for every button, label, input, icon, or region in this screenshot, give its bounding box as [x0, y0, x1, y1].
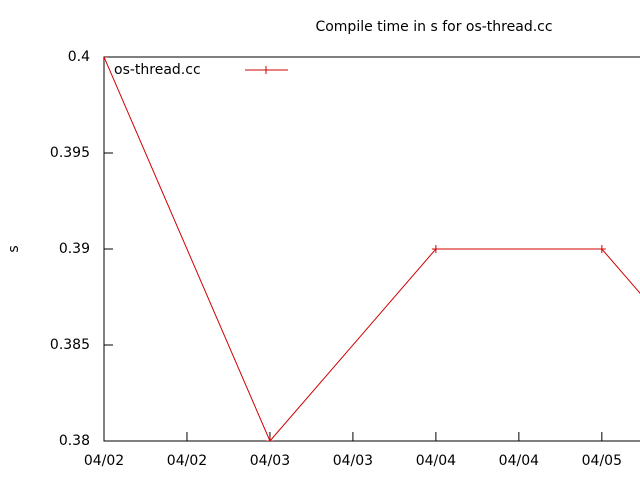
y-tick-label: 0.395	[50, 145, 90, 161]
x-tick-label: 04/03	[333, 453, 373, 469]
data-point	[265, 437, 274, 441]
legend-marker	[262, 66, 270, 74]
y-tick-label: 0.38	[59, 433, 90, 449]
x-tick-label: 04/05	[582, 453, 622, 469]
series-line	[104, 57, 640, 441]
x-tick-label: 04/02	[167, 453, 207, 469]
x-tick-label: 04/04	[416, 453, 456, 469]
plot-area	[104, 57, 640, 441]
x-tick-label: 04/02	[84, 453, 124, 469]
y-tick-label: 0.385	[50, 337, 90, 353]
data-point	[104, 57, 108, 61]
y-axis-label: s	[6, 245, 22, 252]
data-point	[431, 245, 440, 253]
y-tick-label: 0.39	[59, 241, 90, 257]
x-tick-label: 04/03	[250, 453, 290, 469]
data-point	[597, 245, 606, 253]
x-tick-label: 04/04	[499, 453, 539, 469]
legend-label: os-thread.cc	[114, 62, 201, 78]
y-tick-label: 0.4	[68, 49, 90, 65]
chart-title: Compile time in s for os-thread.cc	[315, 19, 552, 35]
